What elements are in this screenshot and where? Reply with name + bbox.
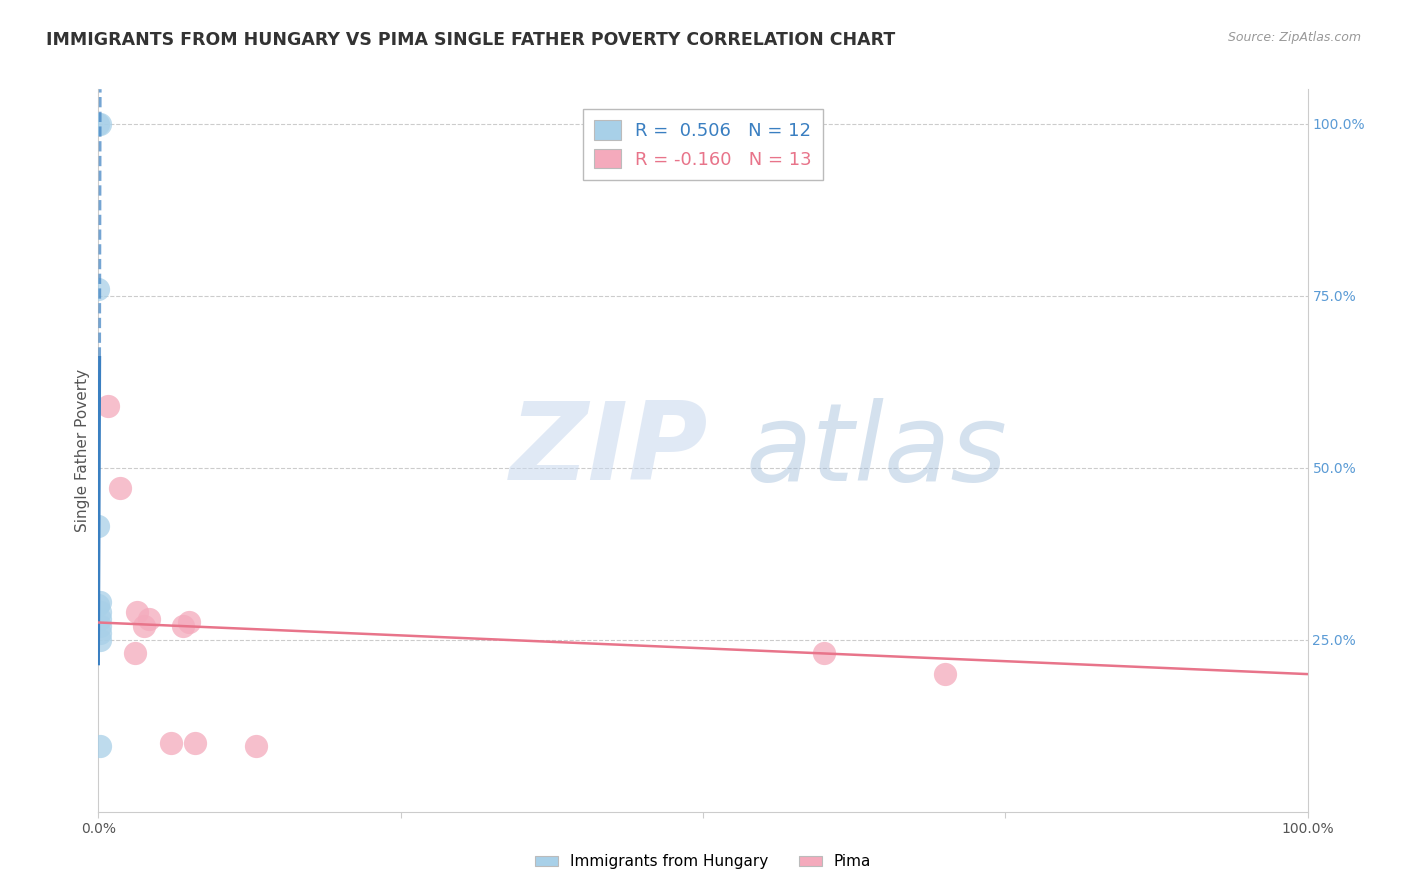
Text: atlas: atlas <box>745 398 1007 503</box>
Point <box>89 117 111 131</box>
Point <box>127 605 149 619</box>
Point <box>134 619 156 633</box>
Point <box>245 739 267 754</box>
Point <box>108 481 131 495</box>
Point <box>172 619 194 633</box>
Point <box>934 667 956 681</box>
Point <box>89 595 111 609</box>
Point <box>138 612 160 626</box>
Text: ZIP: ZIP <box>509 398 707 503</box>
Point <box>87 519 110 533</box>
Legend: Immigrants from Hungary, Pima: Immigrants from Hungary, Pima <box>529 848 877 875</box>
Point <box>184 736 207 750</box>
Point <box>87 282 110 296</box>
Point <box>89 739 111 754</box>
Point <box>89 625 111 640</box>
Text: IMMIGRANTS FROM HUNGARY VS PIMA SINGLE FATHER POVERTY CORRELATION CHART: IMMIGRANTS FROM HUNGARY VS PIMA SINGLE F… <box>46 31 896 49</box>
Point <box>813 647 835 661</box>
Point <box>179 615 201 630</box>
Point <box>89 612 111 626</box>
Point <box>89 605 111 619</box>
Text: Source: ZipAtlas.com: Source: ZipAtlas.com <box>1227 31 1361 45</box>
Point <box>87 117 110 131</box>
Point <box>87 599 110 613</box>
Point <box>89 632 111 647</box>
Point <box>89 619 111 633</box>
Legend: R =  0.506   N = 12, R = -0.160   N = 13: R = 0.506 N = 12, R = -0.160 N = 13 <box>583 109 823 179</box>
Point <box>160 736 183 750</box>
Point <box>124 647 146 661</box>
Y-axis label: Single Father Poverty: Single Father Poverty <box>75 369 90 532</box>
Point <box>97 399 120 413</box>
